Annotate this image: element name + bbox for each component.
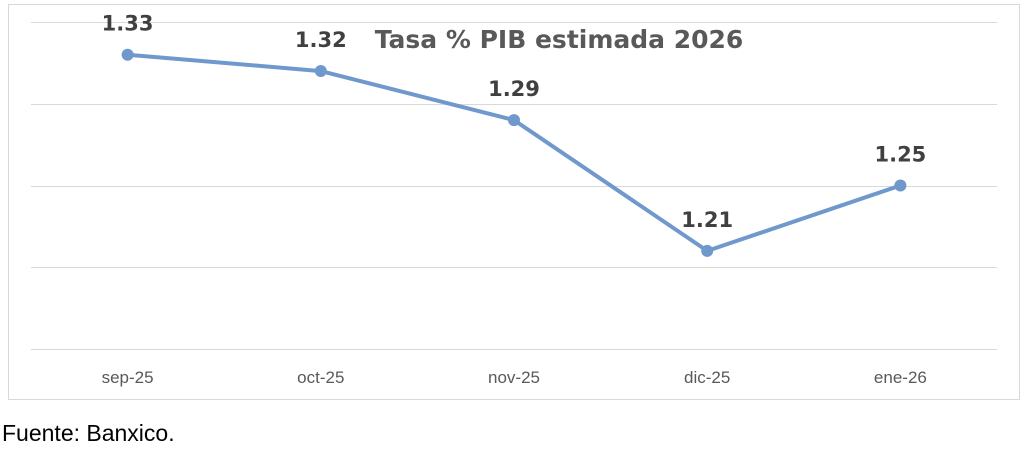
x-tick-label: nov-25 (488, 368, 540, 387)
x-tick-label: ene-26 (874, 368, 927, 387)
data-label: 1.21 (681, 208, 733, 232)
chart-frame: Tasa % PIB estimada 2026 1.33 1.32 1.29 1.2… (8, 4, 1020, 400)
data-label: 1.25 (874, 143, 926, 167)
line-chart: Tasa % PIB estimada 2026 1.33 1.32 1.29 1.2… (31, 12, 997, 387)
data-point (894, 179, 907, 192)
data-label: 1.32 (295, 28, 347, 52)
data-point (701, 244, 714, 257)
data-point (121, 48, 134, 61)
data-points (121, 48, 907, 257)
data-point (508, 114, 520, 127)
source-note: Fuente: Banxico. (2, 420, 175, 446)
x-tick-label: oct-25 (297, 368, 344, 387)
chart-title: Tasa % PIB estimada 2026 (375, 25, 744, 54)
x-tick-label: sep-25 (102, 368, 154, 387)
data-label: 1.29 (488, 77, 540, 101)
data-point (314, 65, 327, 78)
x-axis-tick-labels: sep-25 oct-25 nov-25 dic-25 ene-26 (102, 368, 927, 387)
gridlines (31, 22, 997, 350)
data-label: 1.33 (102, 12, 154, 36)
data-labels: 1.33 1.32 1.29 1.21 1.25 (102, 12, 927, 232)
x-tick-label: dic-25 (684, 368, 730, 387)
